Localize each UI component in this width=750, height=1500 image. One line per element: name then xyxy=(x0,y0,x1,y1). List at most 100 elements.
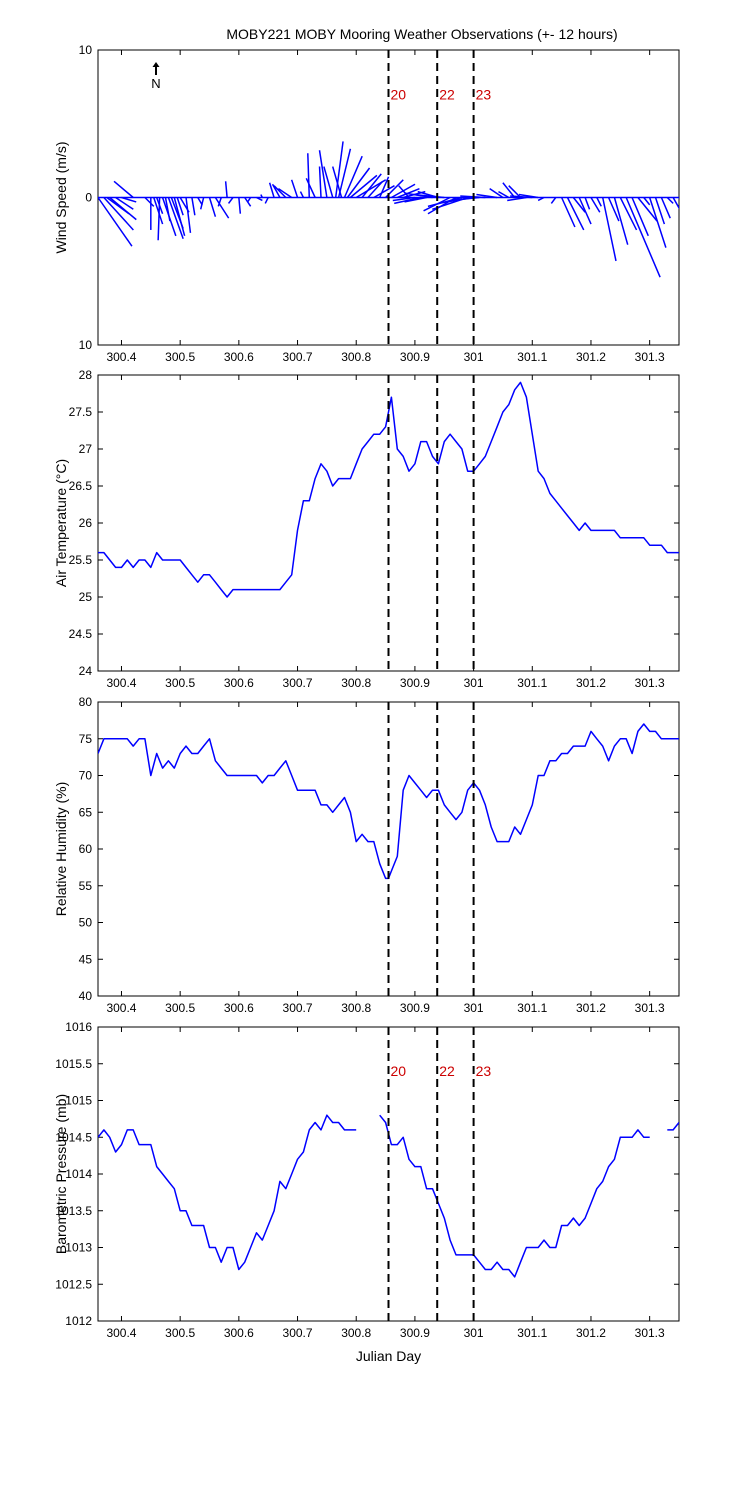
wind-vector xyxy=(404,196,427,203)
wind-vector xyxy=(208,197,217,217)
wind-vector xyxy=(637,197,658,222)
x-tick-label: 300.8 xyxy=(341,1326,371,1340)
pressure-series-line xyxy=(667,1122,679,1131)
wind-vector xyxy=(268,182,275,198)
airtemp-panel: 24 24.5 25 25.5 26 26.5 27 27.5 28 300.4 300.5 300.… xyxy=(53,368,680,690)
north-arrow-head xyxy=(152,62,160,67)
wind-vector xyxy=(666,196,674,204)
y-tick-label: 27.5 xyxy=(69,405,93,419)
wind-vector xyxy=(654,197,666,225)
figure-title: MOBY221 MOBY Mooring Weather Observation… xyxy=(226,26,617,42)
wind-vector xyxy=(590,197,601,213)
y-tick-label: 25 xyxy=(79,590,93,604)
x-tick-label: 301 xyxy=(464,1326,484,1340)
wind-vector xyxy=(413,193,445,199)
wind-vector xyxy=(498,190,510,199)
wind-vector xyxy=(264,197,269,204)
event-marker-label: 23 xyxy=(476,1063,492,1079)
pressure-series-line xyxy=(98,1114,357,1271)
x-tick-label: 300.8 xyxy=(341,350,371,364)
x-tick-label: 301.1 xyxy=(517,350,547,364)
wind-vector xyxy=(334,141,344,198)
y-tick-label: 24 xyxy=(79,664,93,678)
x-tick-label: 301 xyxy=(464,1001,484,1015)
x-tick-label: 300.8 xyxy=(341,676,371,690)
wind-vector xyxy=(260,194,263,198)
airtemp-data xyxy=(98,381,679,598)
wind-vector xyxy=(121,196,137,203)
wind-vector xyxy=(323,166,334,198)
y-tick-label: 25.5 xyxy=(69,553,93,567)
x-tick-label: 300.9 xyxy=(400,1001,430,1015)
y-tick-label: 1014 xyxy=(65,1167,92,1181)
wind-vector xyxy=(518,193,539,199)
wind-vector xyxy=(227,197,234,204)
pressure-ylabel: Barometric Pressure (mb) xyxy=(53,1094,69,1254)
wind-vector xyxy=(489,188,504,199)
wind-vector xyxy=(153,197,164,225)
wind-vector xyxy=(224,181,228,198)
wind-vector xyxy=(199,197,205,210)
wind-vector xyxy=(578,197,592,225)
x-tick-label: 300.9 xyxy=(400,350,430,364)
x-tick-label: 300.6 xyxy=(224,350,254,364)
y-tick-label: 1012 xyxy=(65,1314,92,1328)
wind-vector xyxy=(173,197,186,237)
wind-vector xyxy=(507,196,527,202)
wind-vector xyxy=(550,197,557,204)
wind-vector xyxy=(290,179,299,198)
y-tick-label: 1013.5 xyxy=(55,1204,92,1218)
x-tick-label: 300.5 xyxy=(165,1001,195,1015)
event-marker-label: 20 xyxy=(391,1063,407,1079)
event-marker-label: 20 xyxy=(391,86,407,102)
wind-vector xyxy=(392,196,416,202)
wind-panel: 10 0 10 300.4 300.5 300.6 300.7 300.8 300.9 301 30… xyxy=(53,43,680,364)
wind-vector xyxy=(508,185,522,199)
wind-vector xyxy=(217,197,222,207)
wind-vector xyxy=(361,173,382,198)
wind-vector xyxy=(256,196,263,202)
humidity-panel: 40 45 50 55 60 65 70 75 80 300.4 300.5 300.6 300.7 30… xyxy=(53,695,680,1015)
wind-vector xyxy=(176,197,184,216)
wind-vector xyxy=(167,197,184,240)
x-tick-label: 301.1 xyxy=(517,1001,547,1015)
wind-vector xyxy=(331,166,343,198)
wind-vector xyxy=(185,197,192,233)
event-marker-label: 22 xyxy=(439,86,455,102)
x-tick-label: 300.4 xyxy=(106,676,136,690)
wind-vector xyxy=(613,197,629,245)
x-tick-label: 301 xyxy=(464,676,484,690)
wind-vector xyxy=(601,197,617,262)
wind-vector xyxy=(247,197,252,203)
wind-vector xyxy=(273,185,287,199)
x-tick-label: 300.8 xyxy=(341,1001,371,1015)
wind-vector xyxy=(346,167,371,198)
y-tick-label: 1016 xyxy=(65,1020,92,1034)
wind-vector xyxy=(394,196,421,205)
wind-vector xyxy=(537,196,545,202)
x-tick-label: 300.4 xyxy=(106,350,136,364)
y-tick-label: 1014.5 xyxy=(55,1130,92,1144)
wind-vector xyxy=(510,195,533,199)
wind-vector xyxy=(164,197,171,222)
wind-vector xyxy=(572,197,586,213)
x-tick-label: 300.5 xyxy=(165,1326,195,1340)
y-tick-label: 28 xyxy=(79,368,93,382)
y-tick-label: 1015 xyxy=(65,1094,92,1108)
x-tick-label: 301.2 xyxy=(576,1326,606,1340)
y-tick-label: 60 xyxy=(79,842,93,856)
wind-vector xyxy=(113,180,134,199)
x-tick-label: 301.3 xyxy=(635,350,665,364)
y-tick-label: 40 xyxy=(79,989,93,1003)
wind-vector xyxy=(379,176,390,198)
wind-vector xyxy=(238,197,242,214)
wind-data xyxy=(98,141,679,278)
x-tick-label: 300.9 xyxy=(400,1326,430,1340)
x-tick-label: 300.4 xyxy=(106,1001,136,1015)
wind-vector xyxy=(109,196,137,221)
wind-vector xyxy=(648,197,667,248)
north-arrow-label: N xyxy=(151,76,160,91)
x-tick-label: 300.7 xyxy=(283,676,313,690)
x-tick-label: 300.5 xyxy=(165,676,195,690)
x-tick-label: 300.6 xyxy=(224,1001,254,1015)
